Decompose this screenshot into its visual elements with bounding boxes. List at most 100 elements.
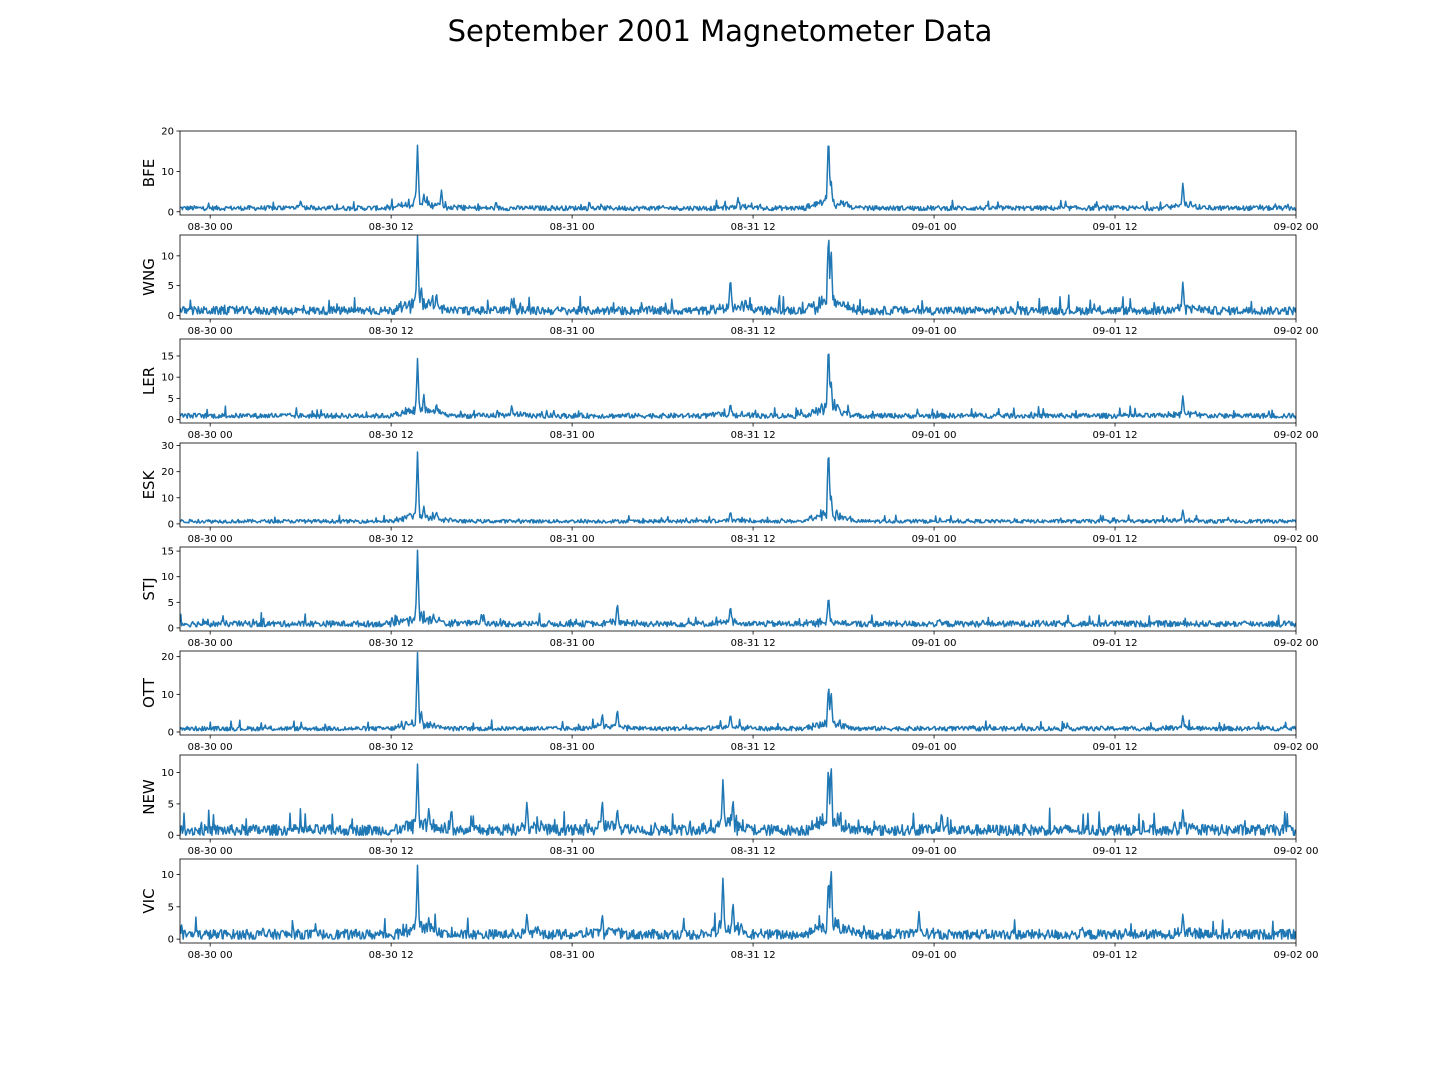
series-line-ler bbox=[180, 353, 1296, 420]
subplot-new: 0 5 10 08-30 00 08-30 12 08-31 00 08-31 12 09-0… bbox=[140, 754, 1319, 857]
x-tick-label: 08-31 12 bbox=[731, 326, 776, 337]
y-tick-label: 0 bbox=[168, 519, 174, 530]
x-tick-label: 08-30 12 bbox=[369, 222, 414, 233]
y-tick-label: 0 bbox=[168, 935, 174, 946]
y-axis-label: OTT bbox=[140, 677, 158, 708]
y-tick-label: 10 bbox=[161, 768, 174, 779]
y-tick-label: 10 bbox=[161, 167, 174, 178]
axes-frame bbox=[179, 442, 1297, 528]
x-tick-label: 09-02 00 bbox=[1274, 950, 1319, 961]
y-tick-label: 30 bbox=[161, 441, 174, 452]
y-axis-label: VIC bbox=[140, 888, 158, 913]
x-tick-label: 08-31 00 bbox=[550, 534, 595, 545]
axes-frame bbox=[179, 858, 1297, 944]
x-tick-label: 09-02 00 bbox=[1274, 846, 1319, 857]
y-tick-label: 10 bbox=[161, 251, 174, 262]
y-tick-label: 10 bbox=[161, 373, 174, 384]
x-tick-label: 09-01 12 bbox=[1093, 326, 1138, 337]
x-tick-label: 08-30 00 bbox=[188, 534, 233, 545]
y-axis-label: ESK bbox=[140, 469, 158, 499]
x-tick-label: 08-31 00 bbox=[550, 742, 595, 753]
x-tick-label: 08-31 00 bbox=[550, 950, 595, 961]
x-tick-label: 09-01 12 bbox=[1093, 534, 1138, 545]
subplot-esk: 0 10 20 30 08-30 00 08-30 12 08-31 00 08-31 12 0… bbox=[140, 441, 1318, 545]
y-tick-label: 0 bbox=[168, 727, 174, 738]
x-tick-label: 08-31 12 bbox=[731, 222, 776, 233]
x-tick-label: 08-31 00 bbox=[550, 638, 595, 649]
x-tick-label: 08-30 12 bbox=[369, 534, 414, 545]
subplot-vic: 0 5 10 08-30 00 08-30 12 08-31 00 08-31 12 09-0… bbox=[140, 858, 1319, 961]
y-tick-label: 5 bbox=[168, 799, 174, 810]
y-axis-label: LER bbox=[140, 367, 158, 395]
x-tick-label: 09-01 12 bbox=[1093, 846, 1138, 857]
x-tick-label: 08-31 00 bbox=[550, 326, 595, 337]
x-tick-label: 08-31 00 bbox=[550, 430, 595, 441]
x-tick-label: 08-30 12 bbox=[369, 846, 414, 857]
series-line-ott bbox=[180, 651, 1296, 732]
x-tick-label: 08-30 00 bbox=[188, 222, 233, 233]
x-tick-label: 09-02 00 bbox=[1274, 742, 1319, 753]
y-tick-label: 5 bbox=[168, 902, 174, 913]
series-line-esk bbox=[180, 451, 1296, 524]
y-axis-label: WNG bbox=[140, 258, 158, 296]
x-tick-label: 08-30 12 bbox=[369, 950, 414, 961]
y-tick-label: 15 bbox=[161, 547, 174, 558]
x-tick-label: 09-01 00 bbox=[912, 846, 957, 857]
x-tick-label: 08-30 00 bbox=[188, 950, 233, 961]
x-tick-label: 09-01 00 bbox=[912, 742, 957, 753]
axes-frame bbox=[179, 338, 1297, 424]
x-tick-label: 08-30 00 bbox=[188, 742, 233, 753]
y-tick-label: 5 bbox=[168, 394, 174, 405]
y-tick-label: 0 bbox=[168, 623, 174, 634]
y-tick-label: 0 bbox=[168, 415, 174, 426]
x-tick-label: 08-30 12 bbox=[369, 326, 414, 337]
x-tick-label: 08-31 00 bbox=[550, 846, 595, 857]
x-tick-label: 08-31 12 bbox=[731, 742, 776, 753]
y-axis-label: BFE bbox=[140, 159, 158, 187]
y-axis-label: NEW bbox=[140, 779, 158, 815]
x-tick-label: 08-31 12 bbox=[731, 846, 776, 857]
series-line-vic bbox=[180, 864, 1296, 940]
y-tick-label: 20 bbox=[161, 652, 174, 663]
axes-frame bbox=[179, 754, 1297, 840]
x-tick-label: 08-30 00 bbox=[188, 638, 233, 649]
x-tick-label: 08-30 12 bbox=[369, 430, 414, 441]
x-tick-label: 09-01 12 bbox=[1093, 742, 1138, 753]
x-tick-label: 08-30 00 bbox=[188, 430, 233, 441]
x-tick-label: 09-02 00 bbox=[1274, 430, 1319, 441]
x-tick-label: 08-31 00 bbox=[550, 222, 595, 233]
x-tick-label: 09-01 00 bbox=[912, 950, 957, 961]
y-tick-label: 10 bbox=[161, 493, 174, 504]
y-tick-label: 10 bbox=[161, 870, 174, 881]
y-tick-label: 0 bbox=[168, 207, 174, 218]
series-line-new bbox=[180, 763, 1296, 836]
y-tick-label: 5 bbox=[168, 281, 174, 292]
x-tick-label: 09-01 12 bbox=[1093, 430, 1138, 441]
x-tick-label: 09-01 00 bbox=[912, 638, 957, 649]
x-tick-label: 09-01 00 bbox=[912, 430, 957, 441]
y-tick-label: 5 bbox=[168, 598, 174, 609]
x-tick-label: 09-01 12 bbox=[1093, 950, 1138, 961]
x-tick-label: 08-30 12 bbox=[369, 742, 414, 753]
x-tick-label: 08-31 12 bbox=[731, 534, 776, 545]
subplot-stj: 0 5 10 15 08-30 00 08-30 12 08-31 00 08-31 12 09… bbox=[140, 547, 1318, 649]
y-tick-label: 0 bbox=[168, 311, 174, 322]
subplot-bfe: 0 10 20 08-30 00 08-30 12 08-31 00 08-31 12 09-… bbox=[140, 127, 1318, 234]
y-tick-label: 20 bbox=[161, 127, 174, 138]
x-tick-label: 09-01 00 bbox=[912, 326, 957, 337]
x-tick-label: 09-02 00 bbox=[1274, 222, 1319, 233]
x-tick-label: 08-30 12 bbox=[369, 638, 414, 649]
x-tick-label: 09-01 12 bbox=[1093, 638, 1138, 649]
axes-frame bbox=[179, 650, 1297, 736]
subplot-wng: 0 5 10 08-30 00 08-30 12 08-31 00 08-31 12 09-0… bbox=[140, 234, 1318, 337]
subplot-ott: 0 10 20 08-30 00 08-30 12 08-31 00 08-31 12 09-… bbox=[140, 650, 1319, 753]
x-tick-label: 08-31 12 bbox=[731, 950, 776, 961]
y-tick-label: 20 bbox=[161, 467, 174, 478]
x-tick-label: 09-02 00 bbox=[1274, 534, 1319, 545]
x-tick-label: 08-30 00 bbox=[188, 326, 233, 337]
x-tick-label: 09-01 12 bbox=[1093, 222, 1138, 233]
x-tick-label: 09-01 00 bbox=[912, 222, 957, 233]
series-line-bfe bbox=[180, 144, 1296, 212]
x-tick-label: 08-30 00 bbox=[188, 846, 233, 857]
